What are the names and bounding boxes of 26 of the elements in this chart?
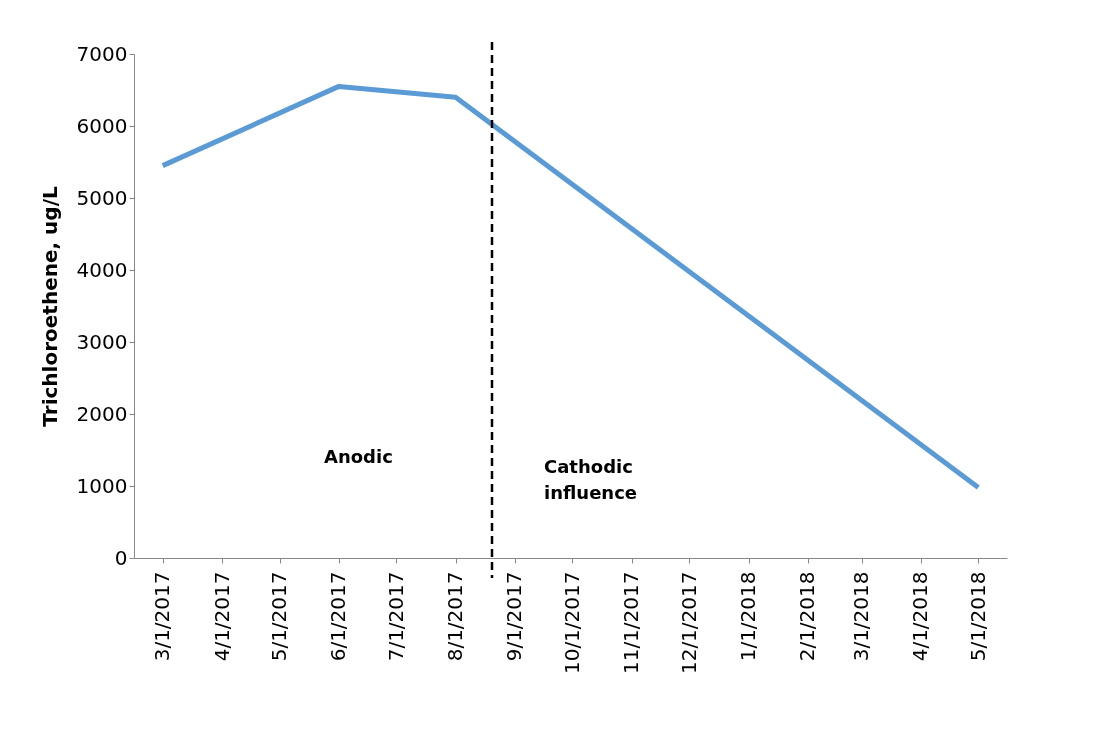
y-tick-label: 6000 — [76, 113, 128, 138]
y-tick-label: 7000 — [76, 41, 128, 66]
x-tick-label: 4/1/2018 — [908, 571, 933, 662]
annotation: Cathodic influence — [544, 456, 638, 503]
y-tick-label: 4000 — [76, 257, 128, 282]
x-tick-label: 11/1/2017 — [619, 571, 644, 675]
y-tick-label: 5000 — [76, 185, 128, 210]
x-tick-label: 7/1/2017 — [383, 571, 408, 662]
x-tick-label: 10/1/2017 — [559, 571, 584, 675]
x-tick-label: 3/1/2018 — [849, 571, 873, 662]
y-tick-label: 0 — [114, 545, 128, 570]
x-tick-label: 2/1/2018 — [795, 571, 820, 662]
x-tick-label: 12/1/2017 — [676, 571, 701, 675]
x-tick-label: 6/1/2017 — [326, 571, 351, 662]
x-tick-label: 9/1/2017 — [502, 571, 527, 662]
x-tick-label: 5/1/2017 — [267, 571, 291, 662]
x-tick-label: 3/1/2017 — [150, 571, 175, 662]
x-tick-label: 5/1/2018 — [965, 571, 990, 662]
x-tick-label: 8/1/2017 — [443, 571, 468, 662]
y-tick-label: 2000 — [76, 401, 128, 426]
y-tick-label: 3000 — [76, 329, 128, 354]
y-axis-title: Trichloroethene, ug/L — [37, 186, 62, 427]
x-tick-label: 1/1/2018 — [736, 571, 761, 662]
annotation: Anodic — [324, 446, 393, 467]
x-tick-label: 4/1/2017 — [209, 571, 234, 662]
y-tick-label: 1000 — [76, 473, 128, 498]
